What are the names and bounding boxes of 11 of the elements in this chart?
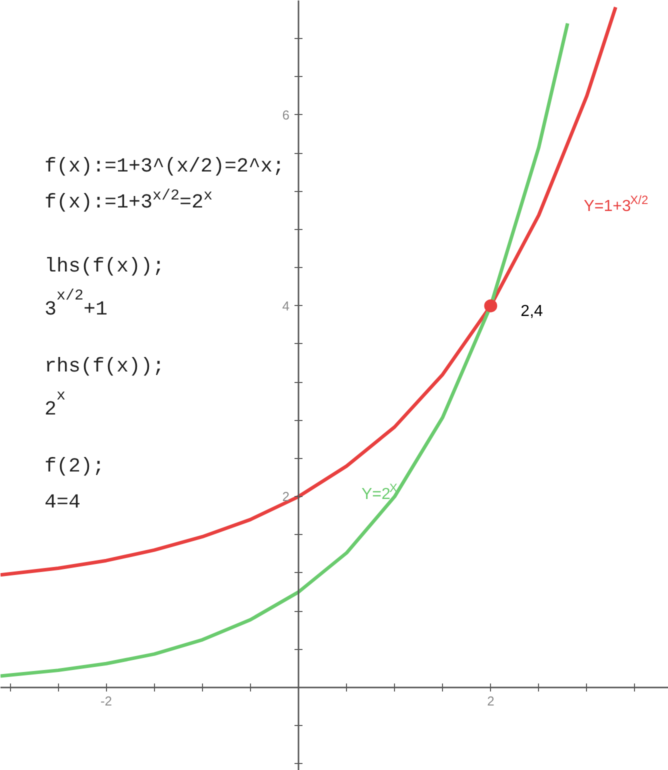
annotation: lhs(f(x));: [44, 256, 165, 278]
y-tick-label: 2: [282, 489, 290, 504]
y-tick-label: 6: [282, 108, 290, 122]
annotation: rhs(f(x));: [44, 356, 165, 378]
annotation: f(2);: [44, 456, 105, 478]
x-tick-label: -2: [100, 693, 112, 708]
y-tick-label: 4: [282, 298, 290, 314]
annotation: 4=4: [44, 492, 81, 514]
line-series: [0, 22, 570, 678]
annotation: 2,4: [520, 302, 544, 320]
annotation: f(x):=1+3^(x/2)=2^x;: [44, 156, 285, 178]
